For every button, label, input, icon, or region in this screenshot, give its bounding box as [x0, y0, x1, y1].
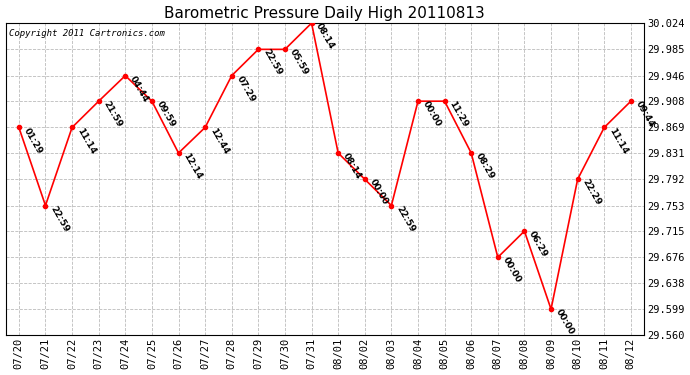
Text: 08:14: 08:14 [341, 152, 363, 181]
Text: 05:59: 05:59 [288, 48, 310, 77]
Text: 08:29: 08:29 [474, 152, 496, 181]
Text: 22:59: 22:59 [261, 48, 284, 77]
Text: 11:14: 11:14 [75, 126, 97, 156]
Text: 09:59: 09:59 [155, 100, 177, 129]
Text: 00:00: 00:00 [501, 256, 522, 285]
Text: 00:00: 00:00 [368, 178, 389, 207]
Text: 00:00: 00:00 [554, 308, 575, 337]
Text: 01:29: 01:29 [21, 126, 43, 155]
Text: 22:29: 22:29 [580, 178, 602, 207]
Title: Barometric Pressure Daily High 20110813: Barometric Pressure Daily High 20110813 [164, 6, 485, 21]
Text: 09:44: 09:44 [633, 100, 656, 129]
Text: 22:59: 22:59 [48, 204, 70, 234]
Text: 12:44: 12:44 [208, 126, 230, 156]
Text: 04:44: 04:44 [128, 74, 150, 104]
Text: 22:59: 22:59 [394, 204, 416, 234]
Text: Copyright 2011 Cartronics.com: Copyright 2011 Cartronics.com [9, 29, 165, 38]
Text: 11:29: 11:29 [447, 100, 470, 129]
Text: 00:00: 00:00 [421, 100, 442, 129]
Text: 21:59: 21:59 [101, 100, 124, 129]
Text: 07:29: 07:29 [235, 74, 257, 104]
Text: 12:14: 12:14 [181, 152, 204, 181]
Text: 11:14: 11:14 [607, 126, 629, 156]
Text: 08:14: 08:14 [315, 22, 337, 51]
Text: 06:29: 06:29 [527, 230, 549, 259]
